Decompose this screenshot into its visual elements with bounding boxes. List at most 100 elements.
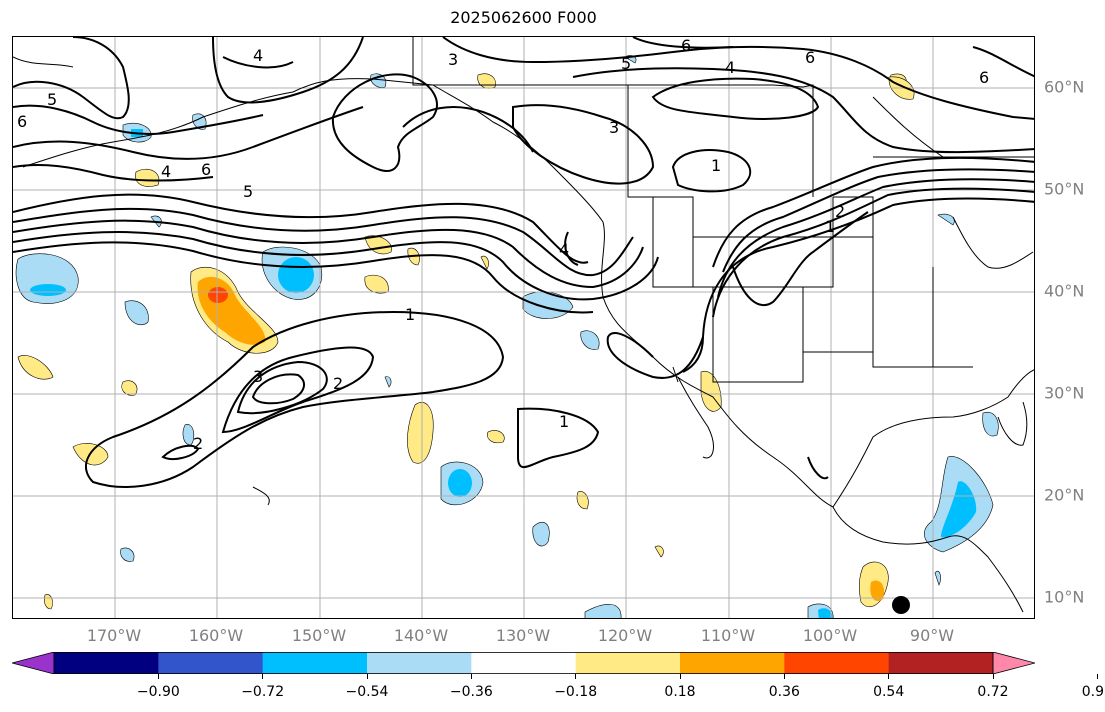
contour-line (671, 149, 752, 193)
contour-line (702, 197, 1034, 338)
colorbar-tick (679, 674, 681, 679)
colorbar-tick (888, 674, 890, 679)
contour-label: 6 (805, 48, 815, 67)
colorbar-tick (262, 674, 264, 679)
contour-line (517, 407, 600, 469)
colorbar-tick (992, 674, 994, 679)
contour-line (13, 230, 659, 301)
longitude-label: 90°W (909, 626, 955, 645)
longitude-label: 130°W (495, 626, 551, 645)
contour-line (13, 164, 214, 182)
map-title: 2025062600 F000 (450, 8, 597, 27)
contour-label: 2 (193, 434, 203, 453)
contour-label: 5 (243, 182, 253, 201)
contour-line (807, 456, 829, 480)
latitude-label: 60°N (1044, 77, 1085, 97)
longitude-label: 160°W (188, 626, 244, 645)
contour-label: 1 (711, 156, 721, 175)
colorbar-tick-label: 0.72 (977, 684, 1009, 700)
contour-line (572, 67, 1034, 154)
colorbar-segment (54, 652, 159, 674)
colorbar (12, 652, 1035, 674)
colorbar-tick-label: −0.72 (241, 684, 285, 700)
contour-line (13, 207, 634, 277)
contour-label: 6 (17, 112, 27, 131)
latitude-label: 50°N (1044, 179, 1085, 199)
contour-line (732, 211, 869, 307)
contour-line (712, 156, 1034, 268)
longitude-label: 100°W (802, 626, 858, 645)
colorbar-segment (575, 652, 681, 674)
contour-line (512, 104, 655, 185)
longitude-label: 150°W (291, 626, 347, 645)
contour-label-group: 1 1 1 1 2 2 2 3 3 3 4 4 4 4 5 5 5 6 6 6 … (17, 37, 989, 453)
contour-label: 4 (725, 58, 735, 77)
contour-line (717, 178, 1034, 298)
contour-label: 5 (621, 54, 631, 73)
colorbar-segment (262, 652, 368, 674)
latitude-label: 30°N (1044, 383, 1085, 403)
contour-label: 4 (559, 240, 569, 259)
contour-line (651, 77, 820, 120)
map-panel: 1 1 1 1 2 2 2 3 3 3 4 4 4 4 5 5 5 6 6 6 … (12, 36, 1035, 619)
colorbar-extend-low (12, 652, 55, 674)
colorbar-outline (53, 652, 994, 674)
contour-line (442, 37, 1034, 120)
colorbar-tick (1096, 674, 1098, 679)
contour-lines (13, 37, 1034, 488)
longitude-label: 140°W (393, 626, 449, 645)
colorbar-segment (888, 652, 994, 674)
contour-label: 5 (47, 90, 57, 109)
contour-line (13, 106, 364, 160)
colorbar-segment (680, 652, 785, 674)
colorbar-tick-label: −0.18 (554, 684, 598, 700)
contour-line (402, 106, 534, 153)
contour-line (632, 37, 734, 49)
colorbar-tick-label: 0.90 (1081, 684, 1105, 700)
longitude-label: 170°W (86, 626, 142, 645)
contour-line (331, 73, 438, 172)
latitude-label: 40°N (1044, 281, 1085, 301)
colorbar-tick (157, 674, 159, 679)
colorbar-tick-label: 0.36 (768, 684, 800, 700)
contour-label: 4 (161, 162, 171, 181)
longitude-label: 120°W (597, 626, 653, 645)
contour-label: 2 (835, 202, 845, 221)
latitude-label: 20°N (1044, 485, 1085, 505)
contour-line (161, 444, 200, 460)
contour-label: 1 (405, 305, 415, 324)
colorbar-segment (158, 652, 264, 674)
colorbar-tick-label: −0.54 (345, 684, 389, 700)
contour-line (212, 37, 364, 104)
contour-label: 6 (979, 68, 989, 87)
contour-line (221, 346, 375, 434)
contour-line (222, 56, 294, 69)
contour-line (564, 231, 579, 266)
contour-label: 3 (253, 367, 263, 386)
colorbar-tick (366, 674, 368, 679)
contour-line (84, 310, 505, 488)
map-canvas: 1 1 1 1 2 2 2 3 3 3 4 4 4 4 5 5 5 6 6 6 … (13, 37, 1034, 618)
contour-line (712, 187, 1034, 318)
colorbar-tick (783, 674, 785, 679)
colorbar-tick-label: 0.54 (873, 684, 905, 700)
colorbar-segment (367, 652, 472, 674)
contour-line (13, 104, 264, 135)
contour-label: 1 (825, 217, 835, 236)
latitude-label: 10°N (1044, 587, 1085, 607)
graticule (13, 37, 1034, 618)
contour-label: 1 (559, 412, 569, 431)
contour-line (13, 37, 130, 120)
location-marker (892, 596, 910, 614)
contour-line (972, 46, 1034, 78)
colorbar-segment (784, 652, 890, 674)
colorbar-tick (470, 674, 472, 679)
colorbar-segment (471, 652, 577, 674)
colorbar-tick (575, 674, 577, 679)
shaded-anomaly-regions (15, 55, 999, 618)
contour-line (13, 219, 644, 289)
contour-line (682, 336, 704, 373)
colorbar-segments (12, 652, 1035, 674)
colorbar-extend-high (992, 652, 1035, 674)
contour-label: 6 (681, 37, 691, 55)
